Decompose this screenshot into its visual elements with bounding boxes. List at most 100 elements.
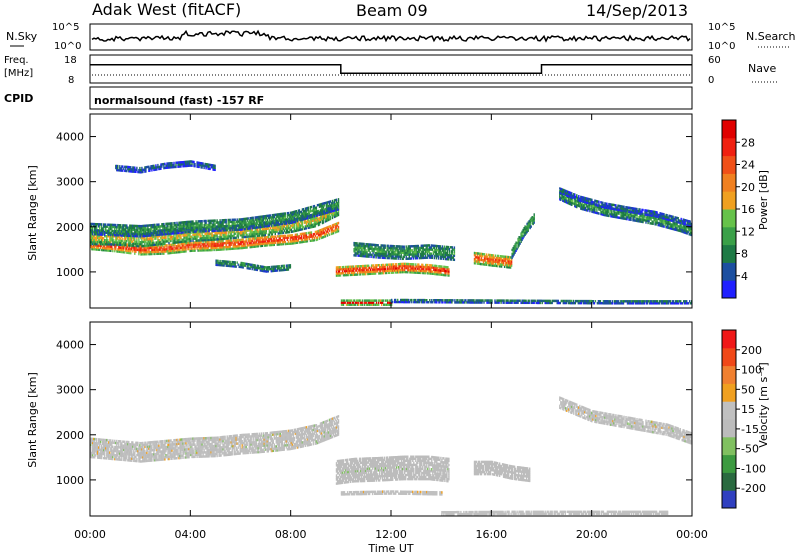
data-cell bbox=[275, 230, 277, 233]
data-cell bbox=[161, 233, 163, 236]
data-cell bbox=[197, 245, 199, 248]
data-cell bbox=[206, 236, 208, 240]
data-cell bbox=[207, 223, 209, 227]
data-cell bbox=[273, 267, 275, 271]
data-cell bbox=[328, 204, 331, 208]
data-cell bbox=[106, 247, 108, 250]
data-cell bbox=[181, 240, 183, 244]
data-cell bbox=[94, 233, 96, 236]
data-cell bbox=[417, 265, 419, 268]
data-cell bbox=[159, 229, 161, 232]
data-cell bbox=[161, 229, 163, 232]
data-cell bbox=[338, 266, 341, 269]
data-cell bbox=[234, 263, 236, 266]
data-cell bbox=[195, 233, 197, 236]
data-cell bbox=[325, 217, 328, 221]
data-cell bbox=[233, 222, 235, 226]
data-cell bbox=[324, 214, 327, 217]
data-cell bbox=[299, 232, 302, 236]
data-cell bbox=[308, 231, 311, 235]
data-cell bbox=[414, 267, 416, 270]
data-cell bbox=[207, 165, 209, 168]
data-cell bbox=[209, 219, 211, 223]
data-cell bbox=[242, 266, 244, 269]
data-cell bbox=[448, 270, 450, 273]
data-cell bbox=[136, 246, 138, 250]
data-cell bbox=[178, 248, 180, 252]
data-cell bbox=[209, 244, 211, 248]
data-cell bbox=[114, 223, 116, 227]
data-cell bbox=[151, 241, 153, 245]
data-cell bbox=[150, 232, 152, 235]
data-cell bbox=[340, 268, 343, 271]
data-cell bbox=[316, 210, 319, 213]
data-cell bbox=[200, 247, 202, 250]
data-cell bbox=[256, 228, 258, 231]
data-cell bbox=[268, 239, 270, 243]
data-cell bbox=[349, 267, 352, 271]
data-cell bbox=[310, 231, 313, 234]
data-cell bbox=[249, 239, 251, 243]
data-cell bbox=[154, 225, 156, 229]
data-cell bbox=[346, 273, 349, 277]
data-cell bbox=[302, 234, 305, 237]
data-cell bbox=[355, 269, 358, 272]
data-cell bbox=[331, 209, 334, 213]
data-cell bbox=[314, 234, 317, 238]
data-cell bbox=[170, 247, 172, 251]
data-cell bbox=[334, 198, 337, 202]
data-cell bbox=[111, 239, 113, 242]
data-cell bbox=[239, 232, 241, 235]
data-cell bbox=[188, 233, 190, 237]
data-cell bbox=[167, 230, 169, 234]
data-cell bbox=[120, 243, 122, 247]
data-cell bbox=[261, 228, 263, 231]
data-cell bbox=[243, 240, 245, 243]
data-cell bbox=[419, 254, 421, 258]
data-cell bbox=[355, 265, 358, 268]
data-cell bbox=[232, 245, 234, 248]
data-cell bbox=[255, 222, 257, 225]
data-cell bbox=[178, 244, 180, 248]
data-cell bbox=[143, 251, 145, 254]
data-cell bbox=[335, 230, 338, 234]
data-cell bbox=[170, 237, 172, 241]
data-cell bbox=[328, 216, 331, 219]
data-cell bbox=[228, 241, 230, 245]
data-cell bbox=[255, 241, 257, 244]
data-cell bbox=[158, 167, 160, 171]
data-cell bbox=[413, 263, 415, 266]
data-cell bbox=[245, 233, 247, 237]
data-cell bbox=[337, 206, 340, 209]
data-cell bbox=[391, 267, 393, 270]
data-cell bbox=[165, 232, 167, 236]
data-cell bbox=[169, 224, 171, 227]
data-cell bbox=[325, 203, 328, 206]
data-cell bbox=[407, 268, 409, 272]
data-cell bbox=[374, 251, 376, 255]
data-cell bbox=[407, 262, 409, 266]
data-cell bbox=[123, 230, 125, 233]
data-cell bbox=[415, 244, 417, 248]
data-cell bbox=[208, 225, 210, 229]
data-cell bbox=[159, 231, 161, 234]
data-cell bbox=[136, 244, 138, 248]
data-cell bbox=[170, 232, 172, 235]
data-cell bbox=[364, 264, 367, 268]
data-cell bbox=[158, 252, 160, 255]
data-cell bbox=[301, 238, 304, 242]
data-cell bbox=[272, 222, 274, 225]
data-cell bbox=[176, 223, 178, 227]
data-cell bbox=[400, 253, 402, 256]
data-cell bbox=[170, 228, 172, 231]
data-cell bbox=[438, 269, 440, 272]
data-cell bbox=[143, 236, 145, 240]
data-cell bbox=[109, 227, 111, 231]
data-cell bbox=[183, 236, 185, 239]
data-cell bbox=[149, 230, 151, 233]
data-cell bbox=[218, 221, 220, 224]
data-cell bbox=[95, 229, 97, 232]
data-cell bbox=[298, 228, 301, 232]
data-cell bbox=[111, 225, 113, 229]
data-cell bbox=[389, 244, 391, 248]
